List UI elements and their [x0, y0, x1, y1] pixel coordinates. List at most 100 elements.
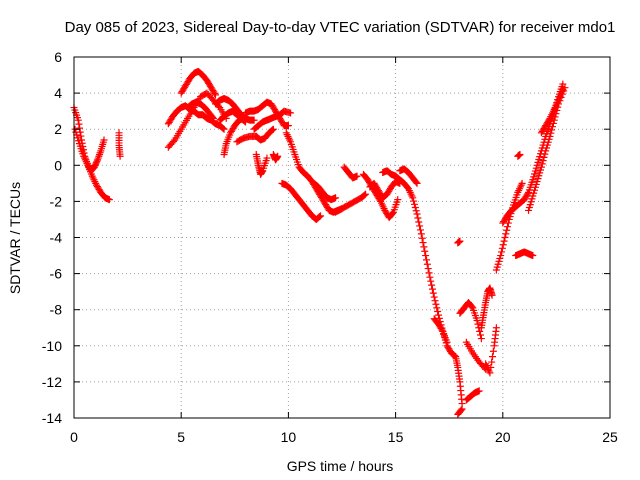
- data-point: [428, 285, 436, 293]
- series-s35: [482, 324, 500, 377]
- data-point: [425, 269, 433, 277]
- series-s16: [269, 150, 282, 164]
- y-tick-label: 2: [54, 121, 62, 137]
- data-point: [317, 212, 325, 220]
- data-point: [219, 124, 227, 132]
- data-point: [417, 230, 425, 238]
- data-point: [413, 210, 421, 218]
- series-s41: [537, 85, 567, 137]
- data-point: [547, 129, 555, 137]
- series-s18: [278, 179, 325, 223]
- x-axis-label: GPS time / hours: [287, 458, 394, 474]
- series-s40: [525, 84, 569, 214]
- data-point: [428, 281, 436, 289]
- data-point: [474, 320, 482, 328]
- data-point: [426, 273, 434, 281]
- series-s23: [366, 178, 404, 202]
- data-point: [394, 196, 402, 204]
- data-point: [476, 327, 484, 335]
- x-tick-label: 25: [602, 429, 618, 445]
- data-point: [74, 116, 82, 124]
- x-tick-label: 10: [281, 429, 297, 445]
- data-point: [422, 252, 430, 260]
- series-s32: [456, 298, 485, 343]
- data-point: [468, 303, 476, 311]
- data-point: [489, 347, 497, 355]
- y-tick-label: 0: [54, 157, 62, 173]
- data-point: [499, 241, 507, 249]
- data-point: [538, 160, 546, 168]
- series-s25: [392, 172, 460, 361]
- data-point: [548, 126, 556, 134]
- data-point: [353, 172, 361, 180]
- data-point: [416, 222, 424, 230]
- data-point: [430, 293, 438, 301]
- data-point: [78, 136, 86, 144]
- data-point: [362, 190, 370, 198]
- data-point: [559, 85, 567, 93]
- data-point: [287, 109, 295, 117]
- data-point: [415, 218, 423, 226]
- data-point: [418, 234, 426, 242]
- data-point: [420, 243, 428, 251]
- data-point: [411, 204, 419, 212]
- y-tick-label: -12: [42, 374, 62, 390]
- data-point: [549, 123, 557, 131]
- x-tick-label: 0: [70, 429, 78, 445]
- chart-title: Day 085 of 2023, Sidereal Day-to-day VTE…: [65, 19, 616, 36]
- y-tick-label: 4: [54, 85, 62, 101]
- series-s38: [514, 150, 524, 160]
- data-point: [443, 338, 451, 346]
- y-tick-label: -6: [50, 266, 63, 282]
- data-point: [434, 311, 442, 319]
- data-point: [524, 190, 532, 198]
- data-point: [498, 244, 506, 252]
- series-s3: [115, 129, 124, 160]
- data-point: [529, 252, 537, 260]
- data-point: [316, 213, 324, 221]
- data-point: [518, 179, 526, 187]
- series-s20: [332, 190, 370, 216]
- data-point: [475, 387, 483, 395]
- data-point: [76, 124, 84, 132]
- x-tick-label: 5: [177, 429, 185, 445]
- data-point: [332, 194, 340, 202]
- data-point: [412, 207, 420, 215]
- data-point: [503, 226, 511, 234]
- series-s8: [212, 95, 258, 124]
- series-s15: [252, 150, 271, 178]
- y-tick-label: -10: [42, 338, 62, 354]
- data-point: [409, 194, 417, 202]
- series-s6: [177, 67, 220, 99]
- series-s10: [220, 114, 247, 158]
- data-point: [75, 120, 83, 128]
- data-point: [410, 200, 418, 208]
- series-s36: [492, 179, 526, 274]
- data-point: [502, 230, 510, 238]
- data-point: [516, 150, 524, 158]
- axis-ticks: 0 5 10 15 20 25 -14 -12 -10 -8 -6 -4 -2 0 2 4 6: [42, 49, 618, 445]
- data-point: [250, 116, 258, 124]
- data-point: [169, 137, 177, 145]
- data-point: [412, 178, 420, 186]
- data-point: [361, 191, 369, 199]
- data-point: [487, 363, 495, 371]
- data-point: [458, 405, 466, 413]
- data-point: [105, 196, 113, 204]
- series-s30: [462, 387, 483, 404]
- data-point: [423, 260, 431, 268]
- data-point: [410, 197, 418, 205]
- data-point: [539, 157, 547, 165]
- data-point: [492, 324, 500, 332]
- data-point: [486, 369, 494, 377]
- data-point: [218, 124, 226, 132]
- data-points: [70, 67, 569, 418]
- data-point: [438, 326, 446, 334]
- data-point: [497, 252, 505, 260]
- x-tick-label: 20: [495, 429, 511, 445]
- data-point: [504, 223, 512, 231]
- data-point: [500, 237, 508, 245]
- data-point: [434, 308, 442, 316]
- grid: [74, 57, 610, 418]
